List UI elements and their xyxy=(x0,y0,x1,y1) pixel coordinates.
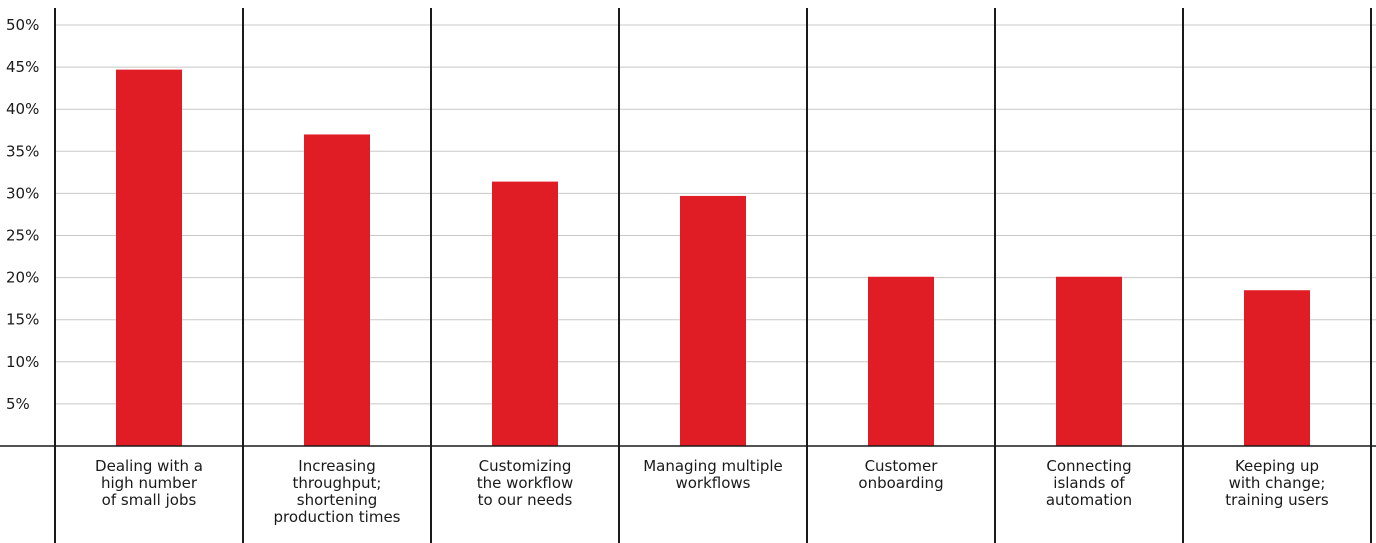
bar xyxy=(492,181,558,446)
y-tick-label: 5% xyxy=(6,395,30,413)
bar xyxy=(680,195,746,446)
y-tick-labels: 5% 10% 15% 20% 25% 30% 35% 40% 45% 50% xyxy=(6,16,39,413)
category-label: Keeping up with change; training users xyxy=(1225,457,1329,509)
y-tick-label: 45% xyxy=(6,58,39,76)
category-label: Managing multiple workflows xyxy=(643,457,783,492)
category-label: Customizing the workflow to our needs xyxy=(477,457,574,509)
category-labels: Dealing with a high number of small jobs In… xyxy=(95,457,1329,526)
y-tick-label: 35% xyxy=(6,142,39,160)
y-tick-label: 50% xyxy=(6,16,39,34)
bar xyxy=(868,276,934,446)
bars xyxy=(116,69,1310,446)
bar xyxy=(304,134,370,446)
y-tick-label: 25% xyxy=(6,227,39,245)
y-tick-label: 10% xyxy=(6,353,39,371)
category-label: Increasing throughput; shortening productio… xyxy=(273,457,400,526)
y-tick-label: 15% xyxy=(6,311,39,329)
category-label: Connecting islands of automation xyxy=(1046,457,1132,509)
bar xyxy=(1056,276,1122,446)
y-tick-label: 20% xyxy=(6,269,39,287)
bar xyxy=(116,69,182,446)
y-tick-label: 40% xyxy=(6,100,39,118)
category-label: Customer onboarding xyxy=(858,457,943,492)
category-label: Dealing with a high number of small jobs xyxy=(95,457,203,509)
bar xyxy=(1244,290,1310,446)
y-tick-label: 30% xyxy=(6,184,39,202)
axes xyxy=(0,8,1376,543)
